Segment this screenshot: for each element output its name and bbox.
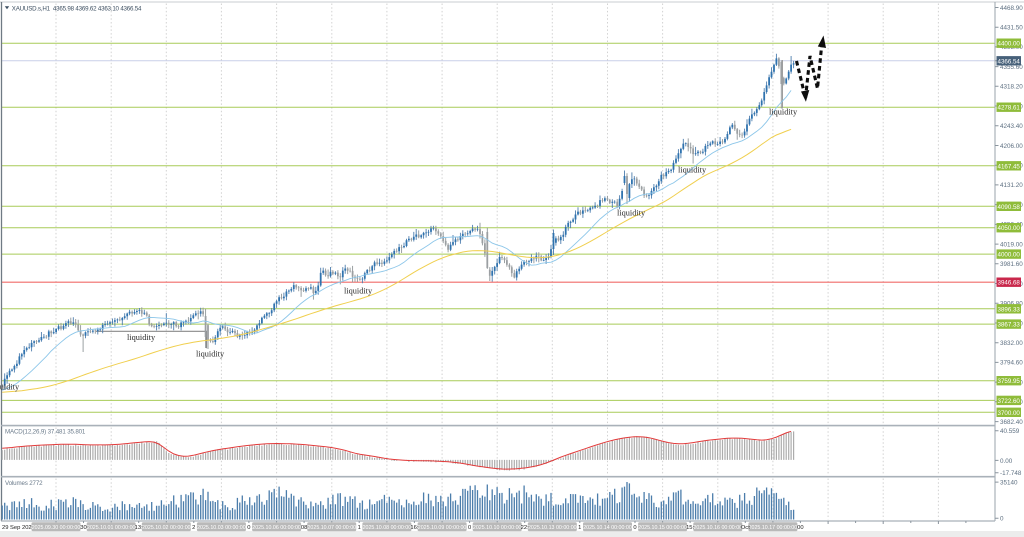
svg-text:liquidity: liquidity (617, 209, 646, 218)
svg-text:2025.10.08 00:00:00: 2025.10.08 00:00:00 (363, 525, 412, 531)
svg-text:0: 0 (1000, 516, 1004, 523)
svg-text:40.559: 40.559 (1000, 428, 1020, 435)
svg-text:3906.80: 3906.80 (1000, 301, 1023, 308)
svg-text:4050.00: 4050.00 (998, 225, 1021, 232)
svg-text:2025.10.13 00:00:00: 2025.10.13 00:00:00 (528, 525, 577, 531)
svg-text:0.00: 0.00 (1000, 458, 1013, 465)
svg-text:1: 1 (358, 525, 361, 531)
svg-text:3946.68: 3946.68 (998, 280, 1021, 287)
svg-text:2025.10.16 00:00:00: 2025.10.16 00:00:00 (693, 525, 742, 531)
svg-text:-17.748: -17.748 (1000, 470, 1022, 477)
svg-text:29 Sep 2025: 29 Sep 2025 (2, 525, 35, 531)
svg-text:1: 1 (578, 525, 581, 531)
svg-text:3700.00: 3700.00 (998, 410, 1021, 417)
svg-text:0: 0 (633, 525, 636, 531)
svg-text:0: 0 (468, 525, 471, 531)
svg-text:2025.10.06 00:00:00: 2025.10.06 00:00:00 (252, 525, 301, 531)
svg-text:4355.60: 4355.60 (1000, 64, 1023, 71)
svg-text:MACD(12,26,9) 37.481 35.801: MACD(12,26,9) 37.481 35.801 (5, 429, 86, 436)
svg-text:2025.10.14 00:00:00: 2025.10.14 00:00:00 (583, 525, 632, 531)
svg-text:liquidity: liquidity (127, 333, 156, 342)
svg-text:4167.45: 4167.45 (998, 163, 1021, 170)
svg-text:3759.95: 3759.95 (998, 378, 1021, 385)
svg-text:4000.00: 4000.00 (998, 252, 1021, 259)
svg-text:liquidity: liquidity (769, 108, 798, 117)
svg-text:3981.60: 3981.60 (1000, 261, 1023, 268)
svg-text:3832.00: 3832.00 (1000, 340, 1023, 347)
svg-text:2025.10.07 00:00:00: 2025.10.07 00:00:00 (307, 525, 356, 531)
svg-text:liquidity: liquidity (344, 287, 373, 296)
svg-text:0: 0 (247, 525, 250, 531)
svg-text:13:: 13: (135, 525, 143, 531)
svg-text:4278.61: 4278.61 (998, 105, 1021, 112)
svg-text:3896.33: 3896.33 (998, 306, 1021, 313)
svg-text:3682.40: 3682.40 (1000, 419, 1023, 426)
svg-text:4131.20: 4131.20 (1000, 182, 1023, 189)
svg-text:2025.10.03 00:00:00: 2025.10.03 00:00:00 (197, 525, 246, 531)
svg-text:4431.50: 4431.50 (1000, 25, 1023, 32)
svg-text:4206.00: 4206.00 (1000, 143, 1023, 150)
svg-text:3794.60: 3794.60 (1000, 360, 1023, 367)
svg-text:Oct: Oct (741, 525, 750, 531)
svg-text:Volumes 2772: Volumes 2772 (5, 480, 43, 487)
svg-text:liquidity: liquidity (0, 383, 20, 392)
svg-text:XAUUSD.s,H1 4365.98 4369.62 4: XAUUSD.s,H1 4365.98 4369.62 4363.10 4366… (12, 5, 142, 12)
svg-text:30: 30 (80, 525, 86, 531)
svg-text:4090.58: 4090.58 (998, 204, 1021, 211)
svg-text:4468.90: 4468.90 (1000, 5, 1023, 12)
svg-text:15:: 15: (686, 525, 694, 531)
svg-text:2: 2 (192, 525, 195, 531)
svg-text:liquidity: liquidity (678, 166, 707, 175)
svg-text:4243.40: 4243.40 (1000, 123, 1023, 130)
svg-text:2025.10.09 00:00:00: 2025.10.09 00:00:00 (418, 525, 467, 531)
svg-text:2025.09.30 00:00:00: 2025.09.30 00:00:00 (32, 525, 81, 531)
svg-text:2025.10.01 00:00:00: 2025.10.01 00:00:00 (87, 525, 136, 531)
svg-text:liquidity: liquidity (196, 350, 225, 359)
svg-text:16:: 16: (410, 525, 418, 531)
svg-text:4400.00: 4400.00 (998, 41, 1021, 48)
svg-text:4366.54: 4366.54 (998, 58, 1021, 65)
svg-text:2025.10.17 00:00:00: 2025.10.17 00:00:00 (749, 525, 798, 531)
svg-text:08: 08 (301, 525, 307, 531)
svg-text:00: 00 (797, 525, 803, 531)
svg-text:2025.10.15 00:00:00: 2025.10.15 00:00:00 (638, 525, 687, 531)
svg-text:2025.10.10 00:00:00: 2025.10.10 00:00:00 (473, 525, 522, 531)
svg-text:3867.33: 3867.33 (998, 322, 1021, 329)
svg-text:4318.20: 4318.20 (1000, 84, 1023, 91)
svg-text:35140: 35140 (1000, 480, 1018, 487)
svg-text:22:: 22: (521, 525, 529, 531)
svg-text:2025.10.02 00:00:00: 2025.10.02 00:00:00 (142, 525, 191, 531)
svg-text:4019.00: 4019.00 (1000, 241, 1023, 248)
svg-text:3722.60: 3722.60 (998, 398, 1021, 405)
